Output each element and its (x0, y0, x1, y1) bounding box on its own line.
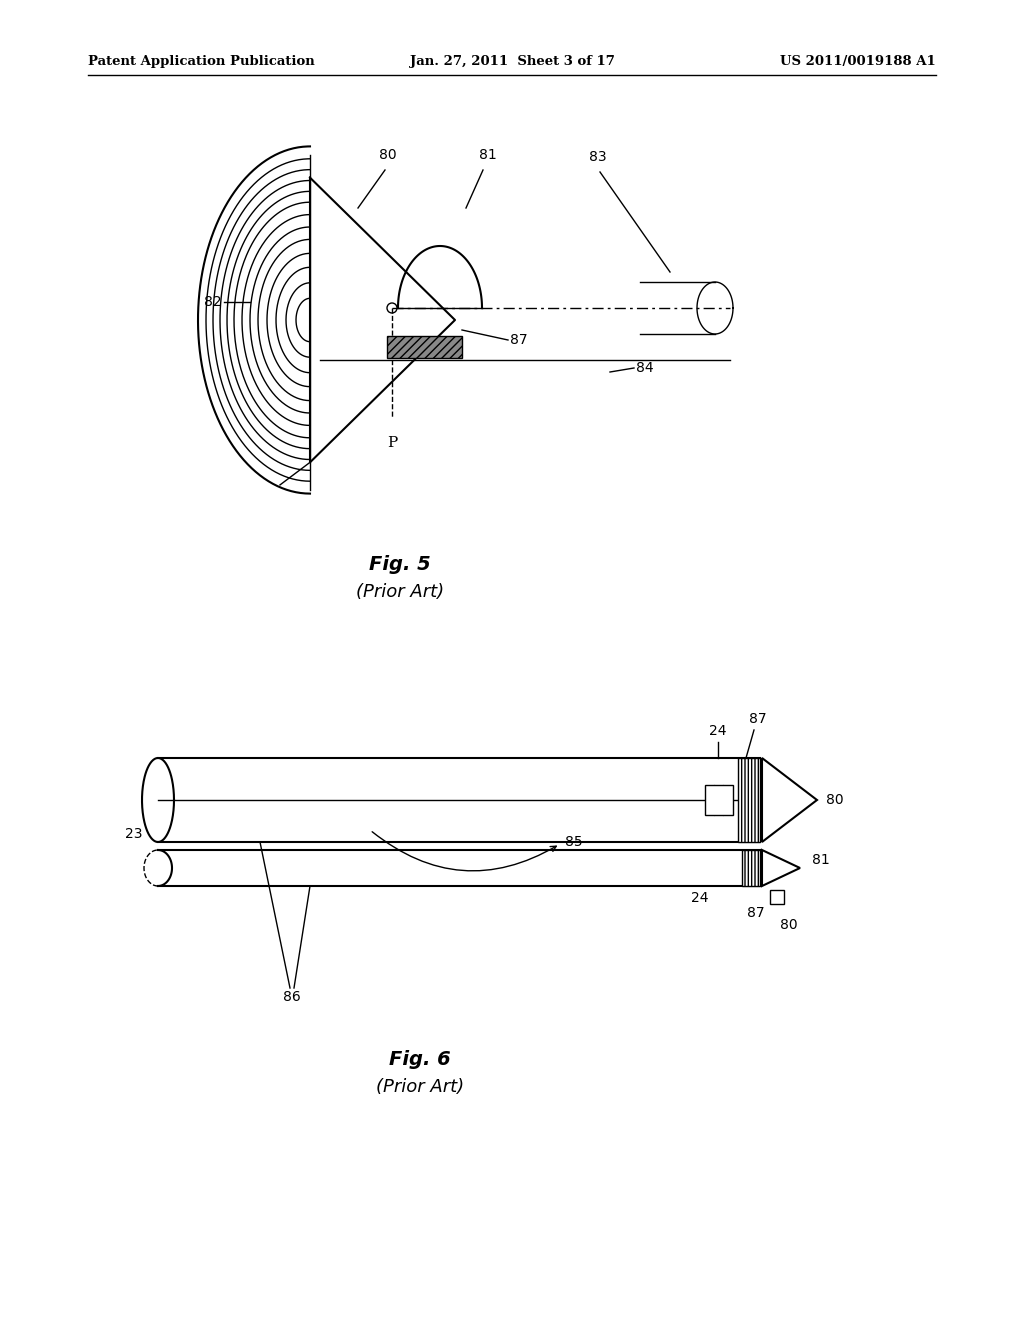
Text: 87: 87 (750, 711, 767, 726)
Text: Patent Application Publication: Patent Application Publication (88, 55, 314, 69)
Text: 83: 83 (589, 150, 607, 164)
Text: 24: 24 (710, 723, 727, 738)
Text: 87: 87 (510, 333, 527, 347)
Bar (387, 337, 462, 358)
Text: Fig. 6: Fig. 6 (389, 1049, 451, 1069)
Text: 84: 84 (636, 360, 653, 375)
Text: Jan. 27, 2011  Sheet 3 of 17: Jan. 27, 2011 Sheet 3 of 17 (410, 55, 614, 69)
Text: (Prior Art): (Prior Art) (376, 1078, 464, 1096)
Bar (705, 785, 733, 814)
Text: 80: 80 (379, 148, 397, 162)
Text: 81: 81 (479, 148, 497, 162)
Text: 24: 24 (690, 891, 708, 906)
Text: 80: 80 (780, 917, 798, 932)
Text: 82: 82 (205, 294, 222, 309)
Text: P: P (387, 436, 397, 450)
Bar (738, 758, 760, 842)
Text: 85: 85 (565, 836, 583, 849)
Text: 80: 80 (826, 793, 844, 807)
Bar (770, 890, 784, 904)
Text: (Prior Art): (Prior Art) (356, 583, 444, 601)
Bar (742, 850, 760, 886)
Text: 87: 87 (748, 906, 765, 920)
Text: Fig. 5: Fig. 5 (369, 554, 431, 574)
Text: 86: 86 (283, 990, 301, 1005)
Text: 23: 23 (125, 828, 142, 841)
Text: 81: 81 (812, 853, 829, 867)
Text: US 2011/0019188 A1: US 2011/0019188 A1 (780, 55, 936, 69)
